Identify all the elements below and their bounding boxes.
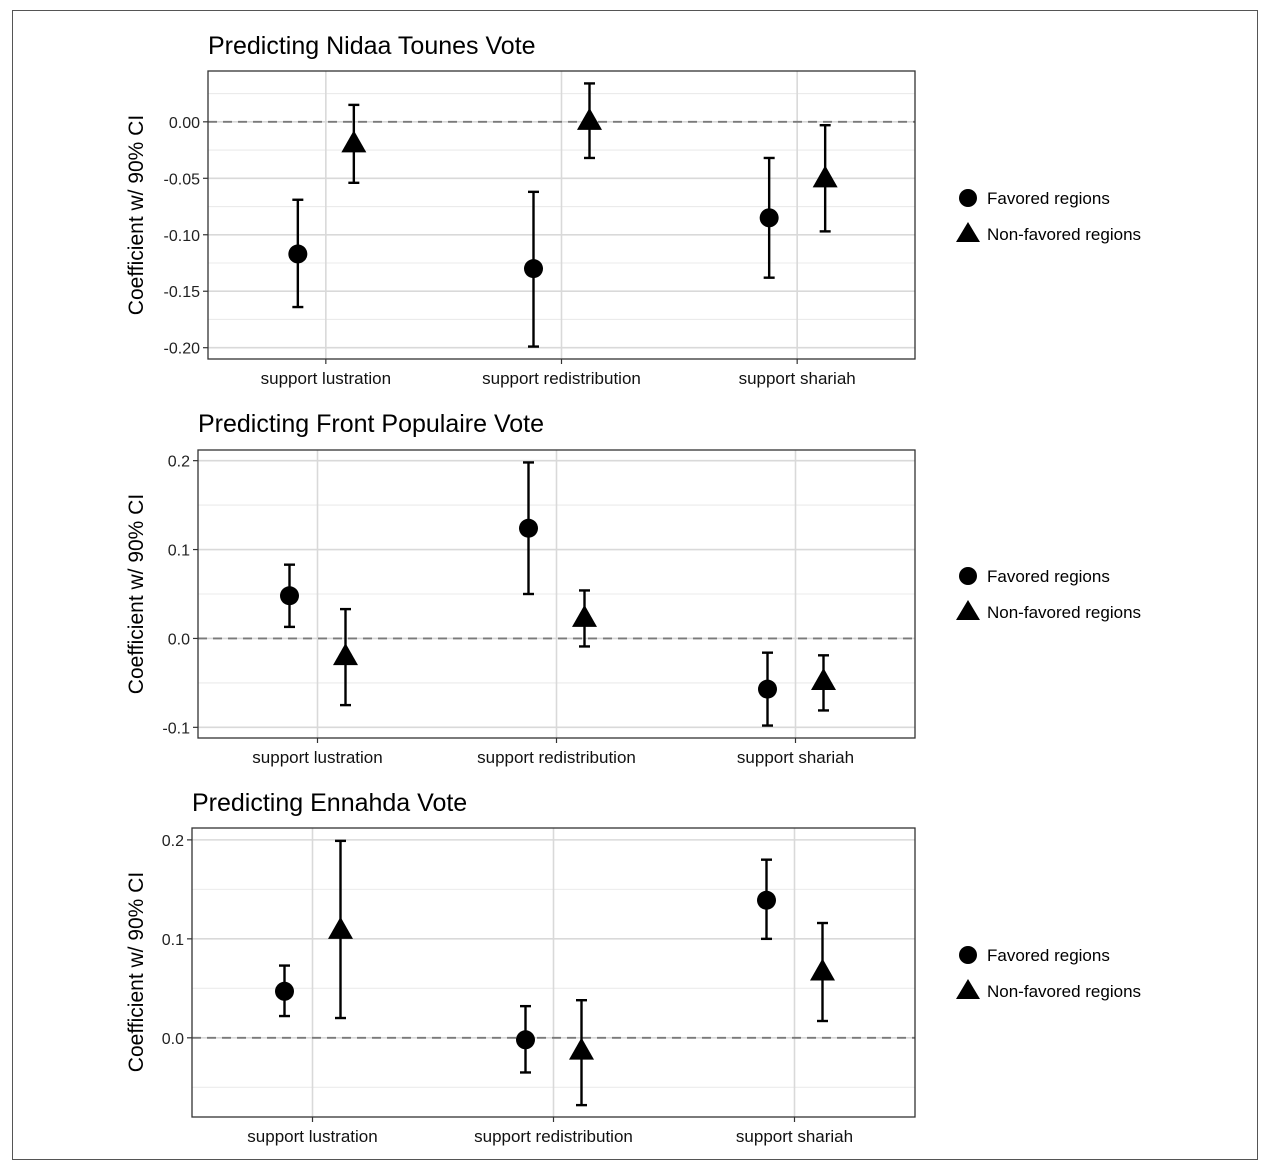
y-axis-label: Coefficient w/ 90% CI	[125, 872, 148, 1072]
point-favored	[288, 244, 308, 264]
point-favored	[758, 679, 777, 699]
x-category-label: support shariah	[739, 369, 856, 388]
legend-circle-marker	[959, 567, 977, 585]
point-non-favored	[810, 958, 835, 981]
legend: Favored regions Non-favored regions	[956, 189, 1141, 244]
y-tick-label: 0.2	[162, 833, 184, 850]
plot-area: 0.2 0.1 0.0 support lustration support redis…	[162, 827, 916, 1146]
plot-area: 0.00 -0.05 -0.10 -0.15 -0.20 support lustrati…	[164, 70, 916, 388]
y-tick-label: 0.0	[162, 1031, 184, 1048]
y-tick-label: 0.00	[169, 115, 200, 132]
chart-title: Predicting Front Populaire Vote	[198, 410, 544, 438]
point-favored	[759, 208, 779, 228]
legend-triangle-marker	[956, 600, 980, 620]
plot-area: 0.2 0.1 0.0 -0.1 support lustration support r…	[162, 449, 916, 767]
legend-label-favored: Favored regions	[987, 189, 1110, 208]
chart-panel-nidaa-tounes: Predicting Nidaa Tounes Vote Coefficient…	[125, 32, 1141, 388]
legend: Favored regions Non-favored regions	[956, 567, 1141, 622]
y-tick-label: 0.2	[168, 454, 190, 471]
x-category-label: support shariah	[737, 748, 854, 767]
legend-circle-marker	[959, 946, 977, 964]
point-favored	[275, 981, 294, 1001]
point-favored	[519, 518, 538, 538]
y-tick-label: 0.0	[168, 631, 190, 648]
chart-title: Predicting Ennahda Vote	[192, 789, 467, 817]
legend-circle-marker	[959, 189, 977, 207]
y-tick-label: -0.05	[164, 171, 201, 188]
x-category-label: support lustration	[261, 369, 391, 388]
figure-frame	[12, 10, 1258, 1160]
point-favored	[757, 890, 776, 910]
point-non-favored	[811, 668, 836, 690]
point-non-favored	[577, 107, 602, 130]
chart-panel-ennahda: Predicting Ennahda Vote Coefficient w/ 9…	[125, 789, 1141, 1146]
point-non-favored	[812, 165, 838, 188]
point-non-favored	[333, 643, 358, 666]
legend-label-non-favored: Non-favored regions	[987, 225, 1141, 244]
legend: Favored regions Non-favored regions	[956, 946, 1141, 1001]
legend-label-favored: Favored regions	[987, 946, 1110, 965]
x-category-label: support redistribution	[474, 1127, 633, 1146]
point-favored	[280, 586, 299, 606]
point-non-favored	[569, 1037, 594, 1060]
chart-title: Predicting Nidaa Tounes Vote	[208, 32, 536, 60]
legend-label-non-favored: Non-favored regions	[987, 982, 1141, 1001]
y-tick-label: -0.15	[164, 284, 201, 301]
point-non-favored	[572, 604, 597, 627]
y-axis-label: Coefficient w/ 90% CI	[125, 115, 148, 315]
point-non-favored	[328, 916, 353, 939]
point-favored	[524, 259, 543, 279]
point-non-favored	[341, 130, 367, 153]
legend-triangle-marker	[956, 979, 980, 999]
x-category-label: support lustration	[252, 748, 382, 767]
y-tick-label: -0.1	[162, 720, 190, 737]
x-category-label: support shariah	[736, 1127, 853, 1146]
legend-triangle-marker	[956, 222, 980, 242]
y-tick-label: 0.1	[162, 932, 184, 949]
legend-label-non-favored: Non-favored regions	[987, 603, 1141, 622]
legend-label-favored: Favored regions	[987, 567, 1110, 586]
point-favored	[516, 1030, 535, 1050]
y-axis-label: Coefficient w/ 90% CI	[125, 494, 148, 694]
chart-panel-front-populaire: Predicting Front Populaire Vote Coeffici…	[125, 410, 1141, 767]
y-tick-label: -0.20	[164, 341, 201, 358]
x-category-label: support redistribution	[477, 748, 636, 767]
y-tick-label: -0.10	[164, 228, 201, 245]
y-tick-label: 0.1	[168, 543, 190, 560]
x-category-label: support lustration	[247, 1127, 377, 1146]
x-category-label: support redistribution	[482, 369, 641, 388]
